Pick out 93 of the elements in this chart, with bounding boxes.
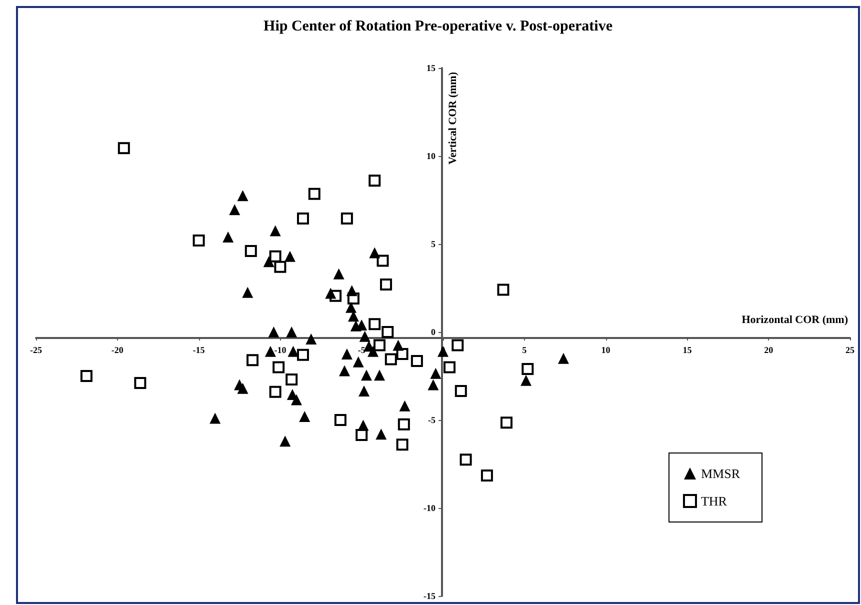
point (346, 302, 357, 313)
point (210, 412, 221, 424)
point (270, 225, 281, 236)
point (380, 278, 392, 290)
x-tick-label: -10 (274, 345, 287, 355)
point (522, 362, 534, 375)
point (268, 326, 280, 338)
point (244, 245, 257, 258)
point (296, 212, 309, 224)
point (454, 384, 467, 397)
y-tick-label: 0 (431, 327, 436, 337)
chart-title: Hip Center of Rotation Pre-operative v. Post-operative (264, 18, 613, 34)
point (222, 231, 234, 242)
point (290, 394, 302, 406)
point (410, 355, 423, 368)
point (280, 436, 291, 447)
point (334, 414, 346, 426)
point (398, 418, 410, 430)
y-tick-label: -15 (424, 591, 436, 601)
point (399, 400, 410, 412)
point (272, 361, 285, 374)
point (376, 254, 389, 267)
point (299, 410, 310, 422)
point (500, 416, 512, 429)
x-tick-label: 20 (764, 345, 774, 355)
point (428, 379, 439, 390)
point (286, 326, 298, 338)
point (359, 330, 370, 342)
point (274, 260, 286, 273)
point (263, 256, 274, 268)
y-tick-label: -5 (428, 415, 436, 425)
point (229, 204, 240, 216)
point (382, 326, 394, 338)
x-tick-label: -15 (192, 345, 206, 355)
point (325, 288, 336, 299)
point (346, 285, 358, 296)
point (374, 370, 386, 381)
point (438, 346, 448, 357)
point (376, 428, 387, 440)
x-tick-label: 10 (601, 345, 611, 355)
point (558, 352, 569, 364)
point (368, 318, 381, 330)
point (369, 247, 380, 258)
point (360, 370, 372, 381)
point (444, 361, 456, 374)
point (430, 368, 442, 379)
x-tick-label: -25 (30, 345, 42, 355)
point (368, 174, 381, 187)
y-tick-label: -10 (424, 503, 436, 513)
point (392, 340, 404, 351)
point (246, 354, 259, 366)
x-tick-label: 25 (846, 345, 855, 355)
x-tick-label: 5 (522, 345, 528, 355)
point (192, 234, 205, 246)
point (237, 382, 248, 394)
point (308, 188, 320, 200)
point (520, 374, 532, 386)
point (269, 386, 282, 398)
point (497, 284, 510, 296)
point (374, 339, 386, 352)
point (284, 250, 296, 262)
x-tick-label: -20 (111, 345, 124, 355)
x-tick-label: 15 (682, 345, 692, 355)
point (296, 348, 309, 361)
point (358, 385, 370, 396)
point (264, 346, 276, 357)
point (339, 365, 350, 376)
point (452, 339, 464, 352)
point (80, 370, 92, 382)
point (333, 268, 344, 280)
y-tick-label: 15 (426, 63, 436, 73)
point (242, 286, 254, 298)
point (396, 438, 408, 451)
point (286, 374, 298, 386)
legend-label: MMSR (700, 466, 740, 481)
point (269, 250, 282, 262)
legend-label: THR (700, 494, 728, 508)
point (340, 212, 353, 224)
point (352, 356, 364, 368)
point (384, 353, 397, 366)
y-tick-label: 10 (426, 151, 436, 161)
point (358, 420, 369, 431)
x-axis-title: Horizontal COR (mm) (742, 314, 848, 326)
point (306, 334, 317, 345)
point (460, 454, 472, 466)
y-tick-label: 5 (431, 239, 436, 249)
y-axis-title: Vertical COR (mm) (447, 72, 459, 164)
point (118, 142, 130, 154)
point (134, 377, 146, 390)
point (367, 346, 378, 357)
point (237, 190, 248, 202)
point (341, 348, 352, 360)
point (480, 469, 493, 482)
